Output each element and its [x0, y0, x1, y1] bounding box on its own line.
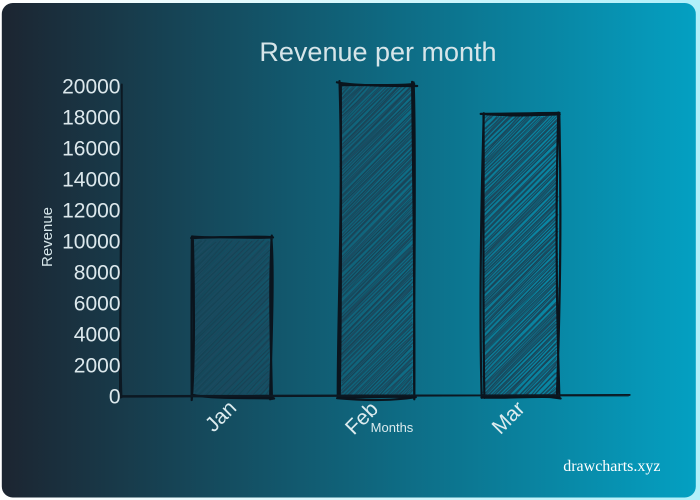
svg-text:12000: 12000 [62, 200, 120, 223]
svg-text:20000: 20000 [62, 76, 120, 99]
svg-text:4000: 4000 [74, 324, 121, 347]
svg-text:Revenue: Revenue [39, 207, 56, 267]
svg-text:Months: Months [371, 420, 414, 435]
svg-text:18000: 18000 [62, 107, 120, 130]
svg-text:2000: 2000 [74, 355, 121, 378]
svg-text:Revenue per month: Revenue per month [259, 37, 496, 67]
svg-text:14000: 14000 [62, 169, 120, 192]
svg-text:8000: 8000 [74, 262, 121, 285]
svg-text:10000: 10000 [62, 231, 120, 254]
svg-text:16000: 16000 [62, 138, 120, 161]
svg-text:0: 0 [109, 386, 121, 409]
svg-text:drawcharts.xyz: drawcharts.xyz [563, 458, 660, 475]
svg-text:6000: 6000 [74, 293, 121, 316]
